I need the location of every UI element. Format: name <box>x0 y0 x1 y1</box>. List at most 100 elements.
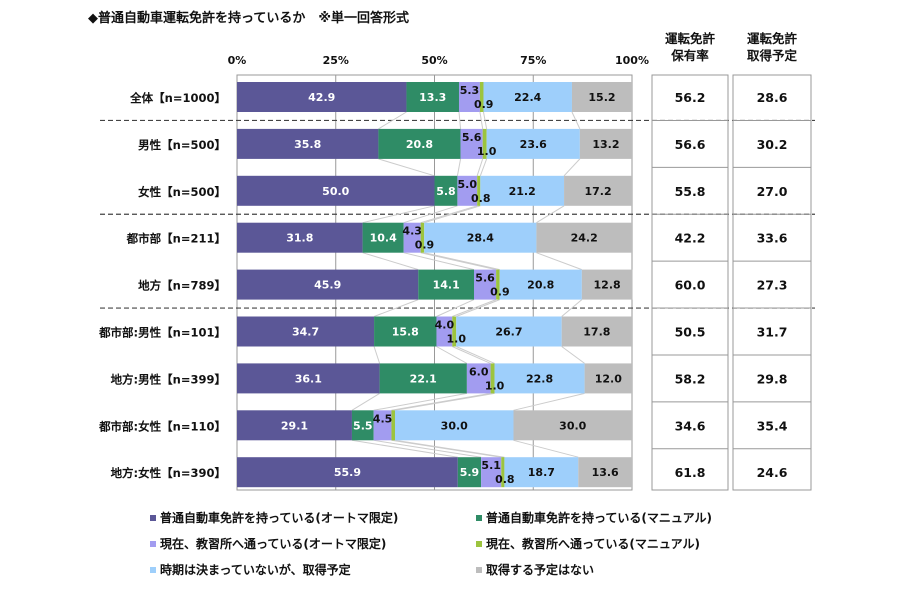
bar-segment <box>496 269 500 300</box>
bar-segment <box>237 175 435 206</box>
bar-segment <box>479 82 484 112</box>
bar-segment <box>237 269 419 300</box>
data-label: 4.5 <box>373 412 393 425</box>
data-label: 4.3 <box>402 225 422 238</box>
table-column <box>651 74 729 491</box>
bar-segment <box>237 457 458 488</box>
data-label: 0.8 <box>495 473 515 486</box>
category-label: 地方:女性【n=390】 <box>111 466 226 480</box>
bar-segment <box>351 410 374 441</box>
data-label: 30.0 <box>559 419 586 432</box>
category-label: 都市部:男性【n=101】 <box>98 326 226 340</box>
connector-line <box>403 205 458 224</box>
data-label: 13.3 <box>419 91 446 104</box>
bar-segment <box>481 457 502 488</box>
connector-line <box>373 439 482 458</box>
connector-line <box>561 299 583 317</box>
data-label: 6.0 <box>469 365 489 378</box>
connector-line <box>394 392 495 411</box>
connector-line <box>373 346 381 364</box>
connector-line <box>456 158 462 176</box>
data-label: 5.6 <box>462 131 482 144</box>
bar-segment <box>564 175 632 206</box>
bar-segment <box>584 363 632 394</box>
connector-line <box>420 252 497 271</box>
data-label: 5.0 <box>458 178 478 191</box>
bar-segment <box>378 128 461 159</box>
data-label: 1.0 <box>485 379 505 392</box>
connector-line <box>452 346 491 364</box>
bar-segment <box>373 410 392 441</box>
table-cell: 29.8 <box>757 371 788 386</box>
legend-swatch <box>476 515 482 521</box>
bar-segment <box>418 269 474 300</box>
data-label: 55.9 <box>334 466 361 479</box>
legend-label: 普通自動車免許を持っている(オートマ限定) <box>160 510 398 525</box>
data-label: 35.8 <box>294 138 321 151</box>
bar-segment <box>466 363 491 394</box>
legend-swatch <box>150 541 156 547</box>
category-label: 都市部:女性【n=110】 <box>98 419 226 433</box>
category-label: 男性【n=500】 <box>138 138 226 152</box>
data-label: 29.1 <box>281 419 308 432</box>
legend-swatch <box>476 567 482 573</box>
data-label: 0.9 <box>474 98 494 111</box>
connector-line <box>536 205 565 224</box>
data-label: 26.7 <box>495 326 522 339</box>
connector-line <box>362 205 435 224</box>
data-label: 0.8 <box>471 192 491 205</box>
connector-line <box>479 111 484 129</box>
data-label: 22.1 <box>410 372 437 385</box>
chart-title: ◆普通自動車運転免許を持っているか ※単一回答形式 <box>88 10 409 26</box>
bar-segment <box>504 457 579 488</box>
connector-line <box>456 346 495 364</box>
bar-segment <box>403 222 421 253</box>
bar-segment <box>406 82 459 112</box>
table-cell: 30.2 <box>757 137 788 152</box>
x-tick-label: 75% <box>520 54 546 67</box>
connector-line <box>378 111 407 130</box>
connector-line <box>424 205 481 224</box>
table-cell: 27.3 <box>757 278 788 293</box>
data-label: 5.3 <box>460 84 480 97</box>
bar-segment <box>424 222 537 253</box>
connector-line <box>561 346 585 364</box>
bar-segment <box>494 363 585 394</box>
table-cell: 28.6 <box>757 90 788 105</box>
connector-line <box>420 205 478 224</box>
connector-line <box>452 299 497 317</box>
bar-segment <box>480 175 565 206</box>
data-label: 50.0 <box>322 185 349 198</box>
table-cell: 56.6 <box>675 137 706 152</box>
bar-segment <box>571 82 632 112</box>
x-tick-label: 0% <box>228 54 247 67</box>
data-label: 13.2 <box>592 138 619 151</box>
data-label: 20.8 <box>406 138 433 151</box>
category-label: 全体【n=1000】 <box>129 91 226 105</box>
data-label: 30.0 <box>441 419 468 432</box>
bar-segment <box>237 222 363 253</box>
data-label: 21.2 <box>509 185 536 198</box>
bar-segment <box>482 128 487 159</box>
connector-line <box>458 111 462 129</box>
connector-line <box>351 392 380 411</box>
connector-line <box>479 158 488 176</box>
data-label: 5.5 <box>353 419 373 432</box>
connector-line <box>436 299 475 317</box>
data-label: 15.2 <box>588 91 615 104</box>
data-label: 34.7 <box>292 326 319 339</box>
legend-swatch <box>150 515 156 521</box>
legend-swatch <box>150 567 156 573</box>
data-label: 31.8 <box>286 232 313 245</box>
table-cell: 31.7 <box>757 325 788 340</box>
table-column <box>732 74 812 491</box>
data-label: 23.6 <box>520 138 547 151</box>
connector-line <box>403 252 475 271</box>
connector-line <box>424 252 500 271</box>
bar-segment <box>420 222 425 253</box>
data-label: 1.0 <box>477 145 497 158</box>
bar-segment <box>536 222 632 253</box>
connector-line <box>513 392 585 411</box>
bar-segment <box>486 128 580 159</box>
